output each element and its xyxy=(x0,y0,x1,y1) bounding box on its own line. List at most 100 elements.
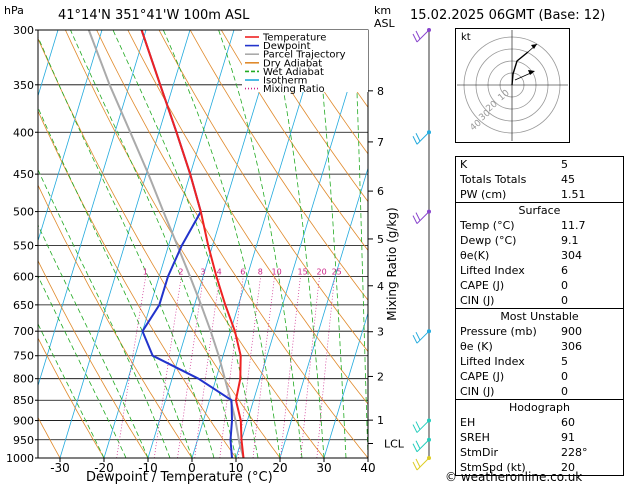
isotherm-line xyxy=(0,30,14,458)
wind-barb-shaft xyxy=(416,211,430,224)
isotherm-line xyxy=(103,30,235,458)
dry-adiabat-line xyxy=(127,30,368,405)
mixing-ratio-line xyxy=(194,276,220,458)
pressure-tick-label: 950 xyxy=(13,434,34,447)
mixing-ratio-label: 2 xyxy=(178,267,183,276)
legend-label: Dewpoint xyxy=(263,41,311,52)
wet-adiabat-line xyxy=(218,30,303,458)
hodograph-trace xyxy=(511,51,529,86)
mu-row: CIN (J) 0 xyxy=(460,385,568,398)
pressure-tick-label: 800 xyxy=(13,373,34,386)
mu-row: Pressure (mb) 900 xyxy=(460,325,582,338)
hodo-row: SREH 91 xyxy=(460,431,575,444)
wind-barb xyxy=(412,457,430,471)
wind-barb-shaft xyxy=(416,29,430,43)
wind-barb-flag xyxy=(412,334,418,344)
pressure-tick-label: 700 xyxy=(13,325,34,338)
dry-adiabat-line xyxy=(189,30,368,301)
most-unstable-title: Most Unstable xyxy=(456,308,623,324)
wet-adiabat-line xyxy=(112,30,259,458)
dry-adiabat-line xyxy=(158,30,368,353)
surface-row: Dewp (°C) 9.1 xyxy=(460,234,579,247)
mixing-ratio-line xyxy=(252,276,275,458)
dry-adiabat-line xyxy=(38,37,281,458)
km-label: km xyxy=(374,4,392,17)
wind-barb xyxy=(412,439,430,453)
surface-row: Lifted Index 6 xyxy=(460,264,568,277)
wind-barb-flag xyxy=(415,30,421,40)
isotherm-line xyxy=(59,30,191,458)
hodo-row: StmSpd (kt) 20 xyxy=(460,461,575,474)
mixing-ratio-label: 8 xyxy=(258,267,263,276)
hpa-label: hPa xyxy=(4,4,24,17)
pressure-tick-label: 300 xyxy=(13,24,34,37)
surface-row: CAPE (J) 0 xyxy=(460,279,568,292)
wet-adiabat-line xyxy=(271,30,325,458)
dewpoint-line xyxy=(140,30,233,458)
mixing-ratio-line xyxy=(316,276,335,458)
location-title: 41°14'N 351°41'W 100m ASL xyxy=(58,8,250,23)
wet-adiabat-line xyxy=(316,30,347,458)
lcl-label: LCL xyxy=(384,437,405,450)
dry-adiabat-line xyxy=(220,30,368,251)
dry-adiabat-line xyxy=(38,110,237,458)
wind-barb-flag xyxy=(415,440,421,449)
axes: 1 2 3 4 6 8 10 15 20 2530035040045050055060065070… xyxy=(6,24,405,475)
surface-title: Surface xyxy=(456,202,623,218)
index-row-totals: Totals Totals 45 xyxy=(460,173,575,186)
temperature-tick-label: 30 xyxy=(316,461,331,475)
wind-barb-flag xyxy=(412,461,418,471)
pressure-tick-label: 500 xyxy=(13,206,34,219)
mixing-ratio-line xyxy=(300,276,320,458)
pressure-tick-label: 450 xyxy=(13,168,34,181)
wind-barb-flag xyxy=(415,421,421,430)
wind-barb-flag xyxy=(415,458,421,468)
wind-barb-flag xyxy=(412,215,418,224)
legend-label: Temperature xyxy=(262,33,326,44)
wind-barb-flag xyxy=(415,212,421,221)
hodograph-unit-label: kt xyxy=(461,32,471,43)
height-km-label: 5 xyxy=(377,233,384,246)
temperature-tick-label: -30 xyxy=(50,461,70,475)
hodo-row: StmDir 228° xyxy=(460,446,588,459)
surface-row: θe(K) 304 xyxy=(460,249,582,262)
plot-frame xyxy=(37,29,369,459)
mixing-ratio-line xyxy=(116,276,147,458)
pressure-tick-label: 350 xyxy=(13,79,34,92)
wind-barb-flag xyxy=(415,133,421,142)
wet-adiabat-line xyxy=(162,30,281,458)
legend-label: Dry Adiabat xyxy=(263,58,322,69)
mixing-ratio-label: 15 xyxy=(297,267,307,276)
mixing-ratio-label: 3 xyxy=(200,267,205,276)
dry-adiabat-line xyxy=(65,30,325,458)
temperature-tick-label: -10 xyxy=(138,461,158,475)
isotherm-line xyxy=(235,30,367,458)
mu-row: θe (K) 306 xyxy=(460,340,582,353)
wind-barb-flag xyxy=(412,443,418,452)
height-km-label: 7 xyxy=(377,136,384,149)
mu-row: CAPE (J) 0 xyxy=(460,370,568,383)
isotherm-line xyxy=(38,30,147,387)
wet-adiabat-line xyxy=(38,106,193,458)
mixing-ratio-line xyxy=(219,276,244,458)
mixing-ratio-label: 25 xyxy=(332,267,342,276)
wind-barb xyxy=(412,330,430,344)
wind-barb xyxy=(412,131,430,145)
mixing-ratio-line xyxy=(280,276,301,458)
wind-barb-shaft xyxy=(416,131,430,145)
isotherm-line xyxy=(38,30,103,243)
pressure-tick-label: 400 xyxy=(13,126,34,139)
wind-barb-shaft xyxy=(416,439,430,453)
temperature-tick-label: 40 xyxy=(360,461,375,475)
wind-barb-flag xyxy=(412,136,418,145)
mixing-ratio-line xyxy=(153,276,182,458)
dry-adiabat-line xyxy=(38,337,105,458)
wet-adiabat-line xyxy=(38,323,105,458)
footer-credit[interactable]: © weatheronline.co.uk xyxy=(445,470,583,484)
mixing-ratio-label: 20 xyxy=(317,267,327,276)
pressure-tick-label: 550 xyxy=(13,239,34,252)
x-axis-title: Dewpoint / Temperature (°C) xyxy=(86,470,273,485)
